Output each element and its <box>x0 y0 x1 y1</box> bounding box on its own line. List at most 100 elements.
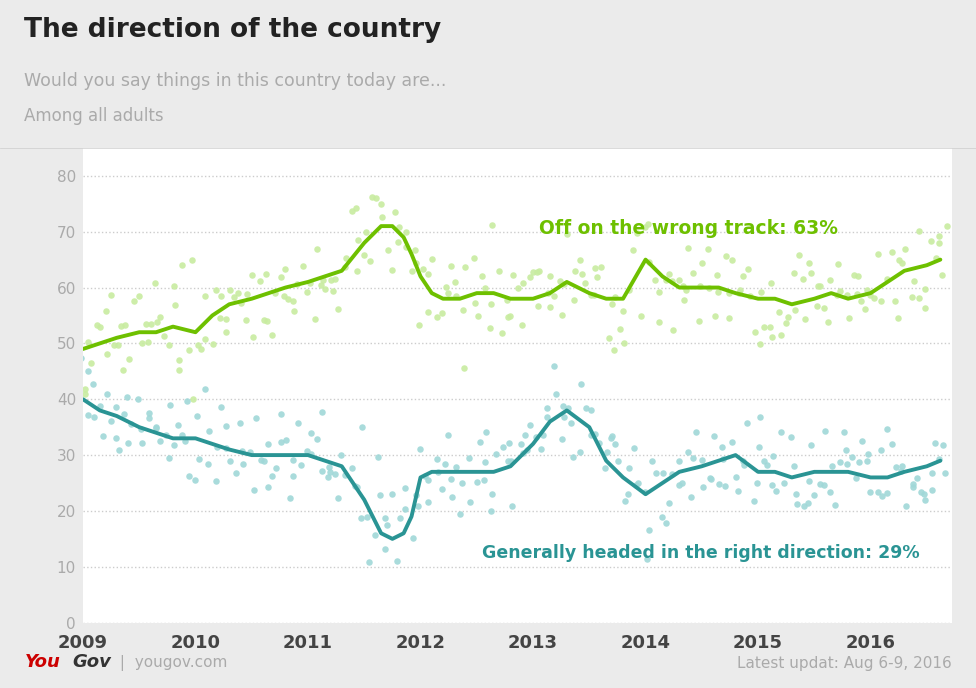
Point <box>846 270 862 281</box>
Point <box>795 274 811 285</box>
Point <box>208 285 224 296</box>
Point <box>827 499 842 510</box>
Point <box>323 275 339 286</box>
Point <box>879 274 895 285</box>
Point <box>665 469 680 480</box>
Point <box>505 501 520 512</box>
Point <box>152 311 168 322</box>
Point <box>152 436 168 447</box>
Point <box>285 454 301 465</box>
Point <box>303 449 318 460</box>
Point <box>800 497 816 508</box>
Point <box>606 344 622 355</box>
Point <box>796 500 812 511</box>
Point <box>839 290 855 301</box>
Point <box>939 220 955 231</box>
Point <box>658 517 673 528</box>
Point <box>534 444 549 455</box>
Text: The direction of the country: The direction of the country <box>24 17 442 43</box>
Point <box>736 270 752 281</box>
Point <box>543 270 558 281</box>
Point <box>197 291 213 302</box>
Point <box>736 459 752 470</box>
Point <box>116 409 132 420</box>
Point <box>748 327 763 338</box>
Point <box>608 291 624 302</box>
Point <box>440 288 456 299</box>
Point <box>740 418 755 429</box>
Point <box>235 459 251 470</box>
Point <box>711 286 726 297</box>
Point <box>162 400 178 411</box>
Point <box>273 409 289 420</box>
Point <box>143 319 159 330</box>
Point <box>469 477 485 488</box>
Point <box>303 427 318 438</box>
Point <box>912 292 927 303</box>
Point <box>429 466 445 477</box>
Point <box>844 451 860 462</box>
Point <box>491 266 507 277</box>
Point <box>553 309 569 320</box>
Point <box>488 449 504 460</box>
Point <box>225 292 241 303</box>
Point <box>625 244 640 255</box>
Point <box>915 488 931 499</box>
Point <box>434 308 450 319</box>
Point <box>597 463 613 474</box>
Point <box>768 486 784 497</box>
Point <box>302 278 317 289</box>
Point <box>362 256 378 267</box>
Point <box>443 474 459 485</box>
Point <box>573 379 589 390</box>
Point <box>261 438 276 449</box>
Point <box>273 272 289 283</box>
Point <box>746 495 761 506</box>
Point <box>370 452 386 463</box>
Point <box>219 313 234 324</box>
Point <box>850 270 866 281</box>
Point <box>232 418 248 429</box>
Point <box>640 218 656 229</box>
Point <box>503 310 518 321</box>
Point <box>555 400 571 411</box>
Point <box>84 358 100 369</box>
Point <box>528 432 544 443</box>
Point <box>780 312 795 323</box>
Point <box>214 291 229 302</box>
Point <box>547 361 562 372</box>
Point <box>555 411 571 422</box>
Point <box>860 285 875 296</box>
Point <box>851 457 867 468</box>
Point <box>556 279 572 290</box>
Point <box>789 488 804 499</box>
Point <box>344 462 359 473</box>
Point <box>358 226 374 237</box>
Point <box>354 422 370 433</box>
Point <box>937 467 953 478</box>
Point <box>345 206 360 217</box>
Point <box>774 330 790 341</box>
Point <box>728 472 744 483</box>
Point <box>257 314 272 325</box>
Point <box>314 466 330 477</box>
Point <box>372 489 387 500</box>
Point <box>654 511 670 522</box>
Point <box>100 388 115 399</box>
Point <box>575 269 590 280</box>
Point <box>347 203 363 214</box>
Point <box>730 485 746 496</box>
Point <box>860 455 875 466</box>
Point <box>171 420 186 431</box>
Point <box>462 453 477 464</box>
Point <box>484 219 500 230</box>
Point <box>484 488 500 499</box>
Point <box>551 275 567 286</box>
Point <box>884 247 900 258</box>
Point <box>470 310 486 321</box>
Point <box>148 422 164 433</box>
Point <box>822 487 837 498</box>
Point <box>909 473 924 484</box>
Point <box>674 478 690 489</box>
Point <box>621 488 636 499</box>
